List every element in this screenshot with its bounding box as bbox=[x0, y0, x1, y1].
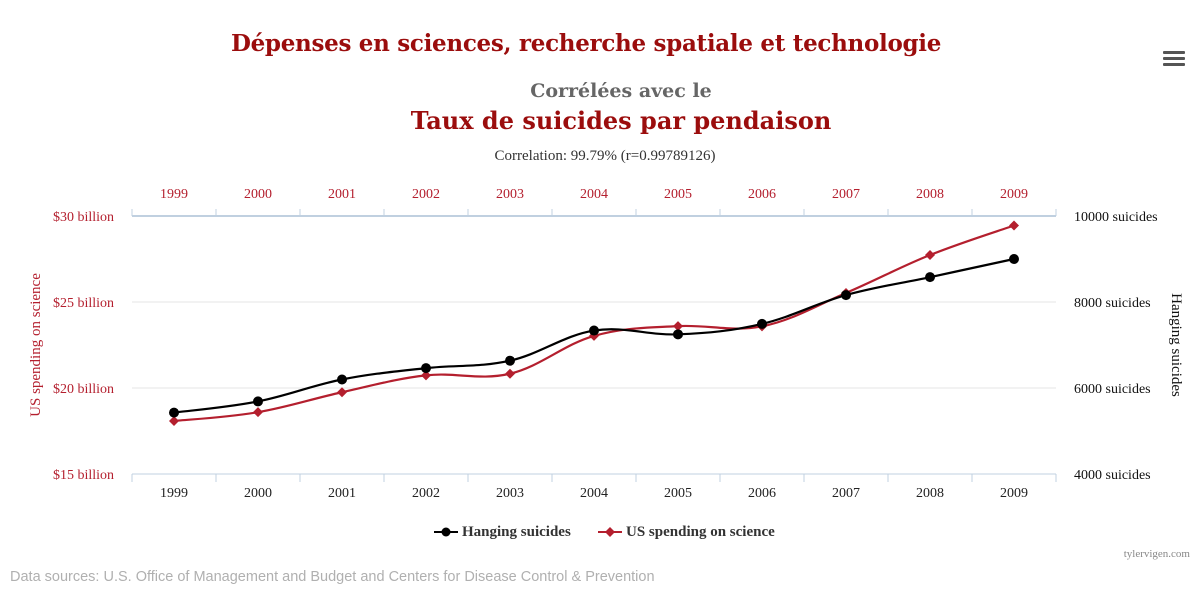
x-tick-label: 2005 bbox=[664, 486, 692, 501]
legend-label: Hanging suicides bbox=[462, 524, 571, 540]
x-tick-label: 2002 bbox=[412, 486, 440, 501]
y-left-tick-label: $20 billion bbox=[53, 382, 114, 397]
top-axis-tick-label: 2002 bbox=[412, 187, 440, 202]
x-tick-label: 2001 bbox=[328, 486, 356, 501]
y-left-tick-label: $30 billion bbox=[53, 210, 114, 225]
correlation-text: Correlation: 99.79% (r=0.99789126) bbox=[494, 148, 716, 164]
data-point-hanging-suicides bbox=[169, 407, 179, 418]
x-tick-label: 1999 bbox=[160, 486, 188, 501]
chart-title: Dépenses en sciences, recherche spatiale… bbox=[230, 30, 942, 57]
y-right-tick-label: 8000 suicides bbox=[1074, 296, 1151, 311]
top-axis-tick-label: 2009 bbox=[1000, 187, 1028, 202]
x-tick-label: 2007 bbox=[832, 486, 860, 501]
top-axis-tick-label: 2000 bbox=[244, 187, 272, 202]
data-point-hanging-suicides bbox=[505, 355, 515, 366]
x-tick-label: 2009 bbox=[1000, 486, 1028, 501]
x-tick-label: 2003 bbox=[496, 486, 524, 501]
data-point-us-spending bbox=[505, 368, 515, 379]
top-axis-tick-label: 2001 bbox=[328, 187, 356, 202]
data-point-us-spending bbox=[253, 407, 263, 418]
data-point-hanging-suicides bbox=[925, 272, 935, 283]
data-point-us-spending bbox=[1009, 220, 1019, 231]
legend-marker-diamond-icon bbox=[598, 527, 622, 537]
data-point-hanging-suicides bbox=[673, 329, 683, 340]
y-left-tick-label: $15 billion bbox=[53, 468, 114, 483]
data-point-hanging-suicides bbox=[421, 363, 431, 374]
data-point-us-spending bbox=[673, 321, 683, 332]
y-left-axis-title: US spending on science bbox=[28, 273, 44, 417]
y-left-tick-label: $25 billion bbox=[53, 296, 114, 311]
top-axis-tick-label: 2003 bbox=[496, 187, 524, 202]
chart-subtitle: Corrélées avec le bbox=[530, 80, 712, 102]
y-right-tick-label: 4000 suicides bbox=[1074, 468, 1151, 483]
data-sources-text: Data sources: U.S. Office of Management … bbox=[10, 569, 655, 585]
data-point-hanging-suicides bbox=[589, 325, 599, 336]
y-right-tick-label: 6000 suicides bbox=[1074, 382, 1151, 397]
top-axis-tick-label: 2004 bbox=[580, 187, 608, 202]
data-point-hanging-suicides bbox=[253, 396, 263, 407]
data-point-us-spending bbox=[169, 416, 179, 427]
top-axis-tick-label: 2007 bbox=[832, 187, 860, 202]
x-tick-label: 2004 bbox=[580, 486, 608, 501]
top-axis-tick-label: 2008 bbox=[916, 187, 944, 202]
legend-marker-circle-icon bbox=[434, 527, 458, 537]
x-tick-label: 2008 bbox=[916, 486, 944, 501]
top-axis-tick-label: 2005 bbox=[664, 187, 692, 202]
chart-secondary-title: Taux de suicides par pendaison bbox=[410, 106, 832, 135]
menu-bar bbox=[1163, 57, 1185, 60]
data-point-hanging-suicides bbox=[1009, 254, 1019, 264]
y-right-axis-title: Hanging suicides bbox=[1168, 293, 1184, 397]
hamburger-menu-icon[interactable] bbox=[1163, 50, 1185, 68]
series-line-us-spending bbox=[173, 224, 1015, 423]
data-point-us-spending bbox=[925, 250, 935, 261]
data-point-hanging-suicides bbox=[757, 318, 767, 329]
data-point-us-spending bbox=[337, 387, 347, 398]
menu-bar bbox=[1163, 63, 1185, 66]
top-axis-tick-label: 2006 bbox=[748, 187, 776, 202]
data-point-hanging-suicides bbox=[337, 374, 347, 385]
data-point-hanging-suicides bbox=[841, 290, 851, 301]
credit-link[interactable]: tylervigen.com bbox=[1123, 548, 1190, 560]
menu-bar bbox=[1163, 51, 1185, 54]
y-right-tick-label: 10000 suicides bbox=[1074, 210, 1158, 225]
x-tick-label: 2006 bbox=[748, 486, 776, 501]
top-axis-tick-label: 1999 bbox=[160, 187, 188, 202]
data-point-us-spending bbox=[421, 370, 431, 381]
x-tick-label: 2000 bbox=[244, 486, 272, 501]
legend-label: US spending on science bbox=[626, 524, 775, 540]
